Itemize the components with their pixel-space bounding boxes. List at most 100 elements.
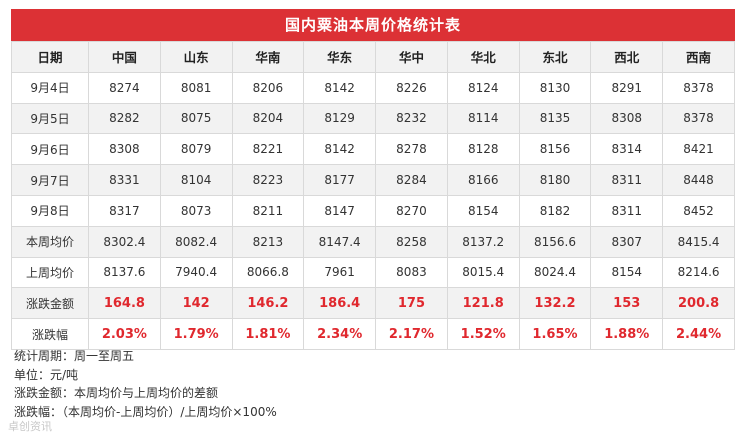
table-cell: 8223: [231, 164, 305, 196]
table-cell: 8024.4: [518, 256, 592, 289]
table-cell: 200.8: [662, 287, 735, 320]
table-cell: 8166: [446, 164, 520, 196]
table-cell: 8206: [231, 71, 305, 104]
column-header: 西北: [590, 41, 664, 73]
table-cell: 8317: [88, 194, 161, 227]
header-row: 日期 中国 山东 华南 华东 华中 华北 东北 西北 西南: [11, 41, 735, 73]
table-cell: 8278: [375, 133, 448, 166]
table-cell: 142: [159, 287, 233, 320]
table-cell: 8415.4: [662, 225, 735, 258]
table-cell: 8232: [375, 102, 448, 135]
row-label: 9月4日: [11, 71, 89, 104]
table-row: 9月4日 8274 8081 8206 8142 8226 8124 8130 8291 8378: [11, 71, 735, 104]
table-cell: 8213: [231, 225, 305, 258]
table-row: 涨跌金额 164.8 142 146.2 186.4 175 121.8 132.2 153 20…: [11, 287, 735, 320]
table-cell: 1.88%: [590, 318, 664, 350]
table-cell: 8204: [231, 102, 305, 135]
table-cell: 2.17%: [375, 318, 448, 350]
table-cell: 8082.4: [159, 225, 233, 258]
table-cell: 8307: [590, 225, 664, 258]
table-cell: 8075: [159, 102, 233, 135]
column-header: 中国: [88, 41, 161, 73]
table-cell: 8452: [662, 194, 735, 227]
table-cell: 1.52%: [446, 318, 520, 350]
row-label: 涨跌金额: [11, 287, 89, 320]
table-row: 9月5日 8282 8075 8204 8129 8232 8114 8135 8308 8378: [11, 102, 735, 135]
table-cell: 8308: [88, 133, 161, 166]
table-cell: 8137.6: [88, 256, 161, 289]
table-cell: 8221: [231, 133, 305, 166]
table-cell: 8156.6: [518, 225, 592, 258]
table-row: 涨跌幅 2.03% 1.79% 1.81% 2.34% 2.17% 1.52% 1.65% 1.…: [11, 318, 735, 350]
table-cell: 1.81%: [231, 318, 305, 350]
table-cell: 8066.8: [231, 256, 305, 289]
table-row: 9月8日 8317 8073 8211 8147 8270 8154 8182 8311 8452: [11, 194, 735, 227]
table-cell: 8308: [590, 102, 664, 135]
price-table-container: 国内粟油本周价格统计表 日期 中国 山东 华南 华东 华中 华北 东北 西北 西…: [11, 9, 735, 350]
table-cell: 8154: [446, 194, 520, 227]
table-row: 9月7日 8331 8104 8223 8177 8284 8166 8180 8311 8448: [11, 164, 735, 196]
table-cell: 2.44%: [662, 318, 735, 350]
table-body: 9月4日 8274 8081 8206 8142 8226 8124 8130 8291 8378…: [11, 71, 735, 350]
table-cell: 8015.4: [446, 256, 520, 289]
column-header: 华东: [303, 41, 377, 73]
table-cell: 8421: [662, 133, 735, 166]
table-cell: 7940.4: [159, 256, 233, 289]
table-cell: 8211: [231, 194, 305, 227]
table-cell: 2.03%: [88, 318, 161, 350]
column-header: 华中: [375, 41, 448, 73]
column-header: 西南: [662, 41, 735, 73]
row-label: 上周均价: [11, 256, 89, 289]
column-header: 日期: [11, 41, 89, 73]
table-cell: 8182: [518, 194, 592, 227]
column-header: 山东: [159, 41, 233, 73]
table-cell: 121.8: [446, 287, 520, 320]
table-cell: 8448: [662, 164, 735, 196]
row-label: 9月6日: [11, 133, 89, 166]
table-cell: 8154: [590, 256, 664, 289]
table-cell: 153: [590, 287, 664, 320]
note-unit: 单位：元/吨: [14, 367, 79, 382]
table-cell: 8214.6: [662, 256, 735, 289]
table-cell: 8284: [375, 164, 448, 196]
table-row: 上周均价 8137.6 7940.4 8066.8 7961 8083 8015.4 8024…: [11, 256, 735, 289]
table-cell: 8142: [303, 133, 377, 166]
table-cell: 8331: [88, 164, 161, 196]
column-header: 华南: [231, 41, 305, 73]
table-cell: 8302.4: [88, 225, 161, 258]
table-cell: 132.2: [518, 287, 592, 320]
table-cell: 8114: [446, 102, 520, 135]
table-cell: 8142: [303, 71, 377, 104]
table-cell: 164.8: [88, 287, 161, 320]
table-cell: 175: [375, 287, 448, 320]
table-cell: 8291: [590, 71, 664, 104]
notes: 统计周期：周一至周五 单位：元/吨 涨跌金额：本周均价与上周均价的差额 涨跌幅：…: [14, 347, 277, 421]
note-period: 统计周期：周一至周五: [14, 349, 135, 363]
table-cell: 186.4: [303, 287, 377, 320]
table-title: 国内粟油本周价格统计表: [11, 9, 735, 41]
row-label: 涨跌幅: [11, 318, 89, 350]
table-cell: 8378: [662, 71, 735, 104]
table-cell: 8156: [518, 133, 592, 166]
table-cell: 8147: [303, 194, 377, 227]
table-cell: 8274: [88, 71, 161, 104]
row-label: 9月5日: [11, 102, 89, 135]
table-cell: 8226: [375, 71, 448, 104]
note-change-rate: 涨跌幅：（本周均价-上周均价）/上周均价×100%: [14, 404, 277, 419]
table-cell: 8073: [159, 194, 233, 227]
table-cell: 8258: [375, 225, 448, 258]
row-label: 本周均价: [11, 225, 89, 258]
row-label: 9月7日: [11, 164, 89, 196]
table-cell: 8311: [590, 194, 664, 227]
column-header: 华北: [446, 41, 520, 73]
table-cell: 7961: [303, 256, 377, 289]
table-cell: 1.65%: [518, 318, 592, 350]
table-cell: 8130: [518, 71, 592, 104]
price-table: 日期 中国 山东 华南 华东 华中 华北 东北 西北 西南 9月4日 8274 80…: [11, 41, 735, 350]
watermark: 卓创资讯: [8, 420, 52, 433]
table-cell: 8282: [88, 102, 161, 135]
table-cell: 1.79%: [159, 318, 233, 350]
table-cell: 8177: [303, 164, 377, 196]
table-cell: 8104: [159, 164, 233, 196]
table-cell: 146.2: [231, 287, 305, 320]
